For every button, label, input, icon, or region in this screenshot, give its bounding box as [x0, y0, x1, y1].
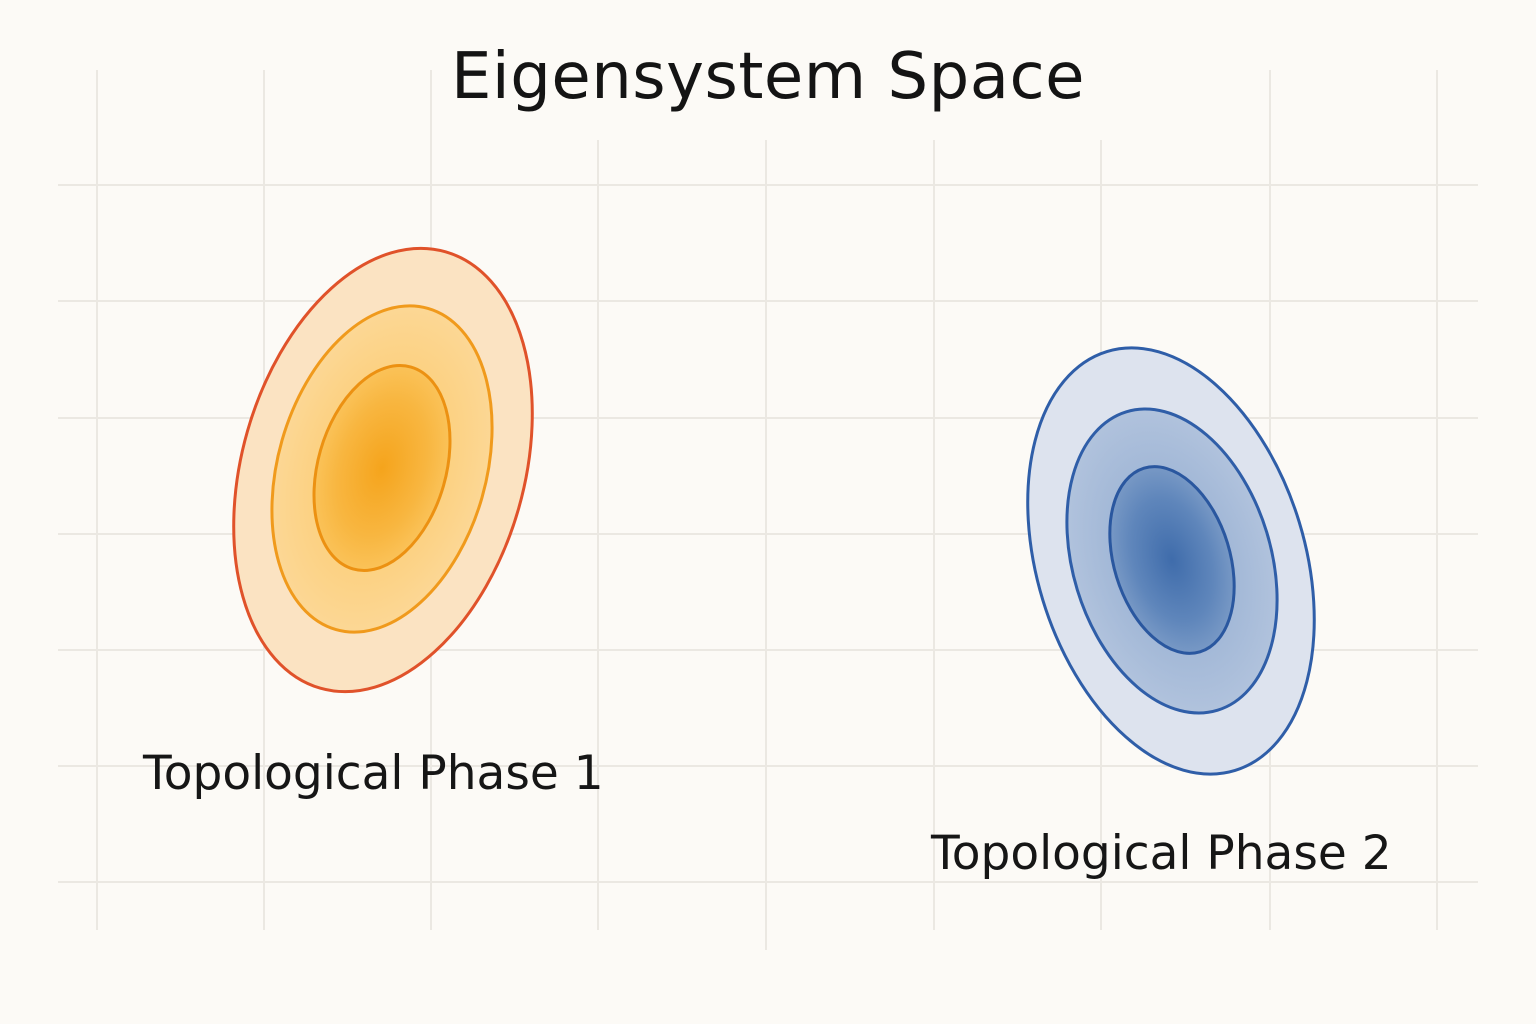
diagram-title: Eigensystem Space — [0, 40, 1536, 114]
phase-2-contours — [979, 312, 1363, 809]
phase-1-label: Topological Phase 1 — [143, 746, 604, 801]
phase-2-label: Topological Phase 2 — [931, 826, 1392, 881]
